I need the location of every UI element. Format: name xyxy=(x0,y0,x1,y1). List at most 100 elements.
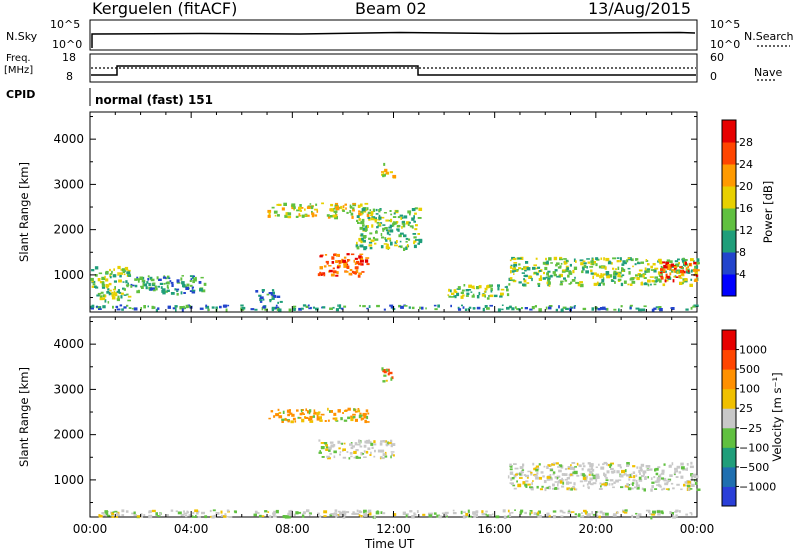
echo-pixel xyxy=(566,260,569,263)
echo-pixel xyxy=(617,266,620,270)
echo-pixel xyxy=(593,282,598,286)
echo-pixel xyxy=(388,233,391,236)
echo-pixel xyxy=(124,266,129,270)
echo-pixel xyxy=(115,515,119,518)
echo-pixel xyxy=(282,515,286,519)
echo-pixel xyxy=(573,488,577,491)
echo-pixel xyxy=(181,281,185,285)
echo-pixel xyxy=(597,307,601,311)
echo-pixel xyxy=(567,510,571,513)
echo-pixel xyxy=(643,488,646,492)
velocity-echoes xyxy=(98,367,701,520)
echo-pixel xyxy=(556,478,559,481)
echo-pixel xyxy=(418,240,423,244)
echo-pixel xyxy=(525,480,529,483)
echo-pixel xyxy=(602,463,605,466)
echo-pixel xyxy=(673,275,676,278)
echo-pixel xyxy=(126,304,129,307)
echo-pixel xyxy=(343,442,346,445)
echo-pixel xyxy=(572,471,576,474)
echo-pixel xyxy=(331,256,335,260)
echo-pixel xyxy=(546,477,551,481)
echo-pixel xyxy=(416,510,419,513)
echo-pixel xyxy=(347,407,351,411)
echo-pixel xyxy=(627,283,630,286)
echo-pixel xyxy=(269,299,272,303)
echo-pixel xyxy=(460,295,464,299)
echo-pixel xyxy=(507,515,510,518)
echo-pixel xyxy=(671,307,675,310)
echo-pixel xyxy=(367,412,370,415)
echo-pixel xyxy=(109,276,112,279)
echo-pixel xyxy=(99,514,103,518)
echo-pixel xyxy=(158,278,162,281)
echo-pixel xyxy=(105,284,110,287)
echo-pixel xyxy=(325,446,329,449)
echo-pixel xyxy=(413,240,417,243)
echo-pixel xyxy=(270,410,274,413)
echo-pixel xyxy=(468,512,470,514)
echo-pixel xyxy=(157,285,160,288)
colorbar-swatch xyxy=(722,274,736,297)
echo-pixel xyxy=(339,453,341,456)
echo-pixel xyxy=(90,277,94,281)
echo-pixel xyxy=(620,282,624,287)
echo-pixel xyxy=(189,275,194,278)
echo-pixel xyxy=(375,511,380,515)
echo-pixel xyxy=(362,412,366,417)
echo-pixel xyxy=(692,305,696,308)
echo-pixel xyxy=(323,265,327,268)
echo-pixel xyxy=(615,479,619,483)
echo-pixel xyxy=(678,471,682,474)
echo-pixel xyxy=(557,483,559,487)
echo-pixel xyxy=(643,473,645,477)
echo-pixel xyxy=(659,261,663,265)
echo-pixel xyxy=(591,263,595,266)
echo-pixel xyxy=(293,305,297,308)
echo-pixel xyxy=(548,281,551,285)
echo-pixel xyxy=(175,510,178,513)
echo-pixel xyxy=(403,223,406,225)
echo-pixel xyxy=(363,510,365,514)
echo-pixel xyxy=(680,488,683,491)
echo-pixel xyxy=(592,477,597,479)
echo-pixel xyxy=(551,463,555,466)
echo-pixel xyxy=(558,305,560,309)
echo-pixel xyxy=(264,308,268,311)
echo-pixel xyxy=(180,277,183,281)
echo-pixel xyxy=(393,221,395,224)
echo-pixel xyxy=(334,417,338,421)
echo-pixel xyxy=(332,306,335,309)
echo-pixel xyxy=(185,304,189,309)
echo-pixel xyxy=(359,222,363,224)
echo-pixel xyxy=(363,246,368,249)
echo-pixel xyxy=(564,262,568,264)
echo-pixel xyxy=(330,215,334,218)
echo-pixel xyxy=(102,294,106,297)
echo-pixel xyxy=(685,267,688,271)
echo-pixel xyxy=(354,271,357,275)
echo-pixel xyxy=(388,226,392,229)
echo-pixel xyxy=(381,171,384,173)
echo-pixel xyxy=(390,377,393,381)
echo-pixel xyxy=(291,206,294,210)
echo-pixel xyxy=(167,305,171,309)
echo-pixel xyxy=(530,471,533,474)
echo-pixel xyxy=(445,513,448,516)
echo-pixel xyxy=(104,294,107,298)
echo-pixel xyxy=(316,415,319,419)
echo-pixel xyxy=(127,299,131,302)
echo-pixel xyxy=(644,282,647,284)
echo-pixel xyxy=(181,513,185,516)
echo-pixel xyxy=(370,239,375,242)
echo-pixel xyxy=(111,512,115,516)
echo-pixel xyxy=(337,304,339,307)
echo-pixel xyxy=(299,417,302,419)
echo-pixel xyxy=(560,280,564,283)
echo-pixel xyxy=(576,462,579,466)
echo-pixel xyxy=(542,475,545,478)
echo-pixel xyxy=(359,445,363,448)
echo-pixel xyxy=(340,205,343,209)
